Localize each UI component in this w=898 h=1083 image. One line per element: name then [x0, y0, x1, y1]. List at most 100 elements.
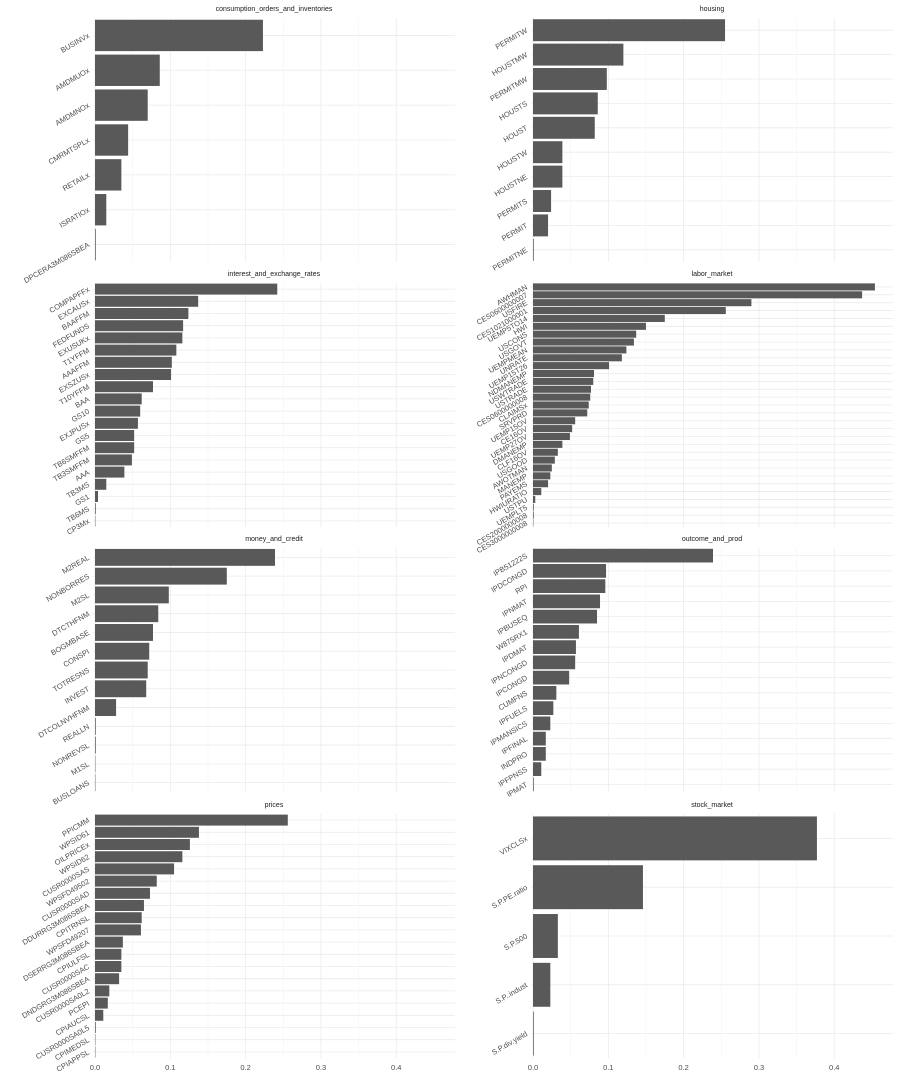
- bar: [95, 973, 119, 984]
- bar: [533, 166, 562, 188]
- bar: [533, 480, 548, 487]
- bar: [533, 625, 579, 639]
- bar: [95, 357, 172, 368]
- bar: [95, 430, 134, 441]
- bar: [95, 418, 138, 429]
- y-tick-label: BUSLOANS: [51, 778, 91, 806]
- bar: [533, 449, 558, 456]
- x-tick-label: 0.3: [754, 1063, 764, 1072]
- bar: [95, 586, 169, 603]
- bar: [95, 549, 275, 566]
- x-tick-label: 0.4: [391, 1063, 401, 1072]
- y-tick-label: S.P.PE.ratio: [490, 883, 529, 911]
- bar: [533, 19, 725, 41]
- bar: [533, 865, 643, 909]
- bar: [533, 214, 548, 236]
- bar: [95, 503, 96, 514]
- y-tick-label: AMDMNOx: [54, 101, 92, 128]
- bar: [533, 323, 646, 330]
- bar: [533, 190, 551, 212]
- y-tick-label: DPCERA3M086SBEA: [22, 240, 91, 285]
- bar: [533, 579, 605, 593]
- bar: [533, 488, 541, 495]
- y-tick-label: S.P..indust: [494, 980, 530, 1006]
- bar: [95, 320, 183, 331]
- bar: [95, 662, 148, 679]
- y-tick-label: M2SL: [70, 591, 91, 609]
- bar: [95, 454, 132, 465]
- bar: [95, 961, 121, 972]
- bar: [533, 409, 587, 416]
- bar: [533, 401, 589, 408]
- panel-title: labor_market: [692, 271, 733, 278]
- bar: [533, 291, 862, 298]
- bar: [95, 900, 144, 911]
- bar: [533, 370, 594, 377]
- bar: [533, 963, 550, 1007]
- bar: [95, 467, 124, 478]
- bar: [533, 496, 535, 503]
- y-tick-label: VIXCLSx: [498, 834, 529, 857]
- x-tick-label: 0.1: [603, 1063, 613, 1072]
- bar: [95, 406, 140, 417]
- bar: [95, 839, 190, 850]
- bar: [95, 369, 171, 380]
- bar: [533, 762, 541, 776]
- bar: [95, 680, 146, 697]
- x-tick-label: 0.0: [90, 1063, 100, 1072]
- bar: [95, 605, 158, 622]
- bar: [533, 1012, 534, 1056]
- y-tick-label: S.P.div.yield: [490, 1029, 529, 1057]
- x-tick-label: 0.2: [240, 1063, 250, 1072]
- bar: [533, 464, 552, 471]
- y-tick-label: HOUSTMW: [490, 50, 530, 78]
- x-tick-label: 0.4: [829, 1063, 839, 1072]
- y-tick-label: M1SL: [70, 760, 91, 778]
- bar: [533, 299, 751, 306]
- bar: [95, 863, 174, 874]
- y-tick-label: PERMITNE: [491, 245, 529, 272]
- y-tick-label: HOUSTW: [496, 147, 530, 172]
- x-tick-label: 0.0: [528, 1063, 538, 1072]
- panel-title: housing: [700, 6, 725, 13]
- bar: [95, 937, 123, 948]
- bar: [95, 985, 109, 996]
- bar: [533, 504, 534, 511]
- bar: [533, 686, 556, 700]
- bar: [95, 296, 198, 307]
- bar: [95, 924, 141, 935]
- panel-title: stock_market: [691, 802, 733, 809]
- bar: [95, 624, 153, 641]
- bar: [95, 124, 128, 155]
- bar: [95, 393, 142, 404]
- panel-title: consumption_orders_and_inventories: [216, 6, 333, 13]
- bar: [95, 442, 134, 453]
- bar: [95, 89, 148, 120]
- panel-title: interest_and_exchange_rates: [228, 271, 321, 278]
- bar: [533, 338, 634, 345]
- bar: [533, 816, 817, 860]
- bar: [533, 717, 550, 731]
- bar: [95, 284, 277, 295]
- bar: [533, 92, 598, 114]
- bar: [533, 701, 553, 715]
- bar: [95, 568, 227, 585]
- bar: [95, 851, 182, 862]
- bar: [533, 433, 570, 440]
- x-tick-label: 0.3: [316, 1063, 326, 1072]
- bar: [533, 425, 572, 432]
- bar: [533, 354, 622, 361]
- x-tick-label: 0.1: [165, 1063, 175, 1072]
- y-tick-label: HOUST: [502, 123, 530, 144]
- y-tick-label: RPI: [514, 582, 529, 596]
- bar: [95, 737, 96, 754]
- bar: [533, 117, 595, 139]
- bar: [533, 417, 575, 424]
- bar: [533, 331, 636, 338]
- bar: [95, 55, 160, 86]
- bar: [533, 564, 606, 578]
- panel-title: prices: [265, 802, 284, 809]
- bar: [95, 827, 199, 838]
- bar: [95, 332, 182, 343]
- bar: [533, 457, 555, 464]
